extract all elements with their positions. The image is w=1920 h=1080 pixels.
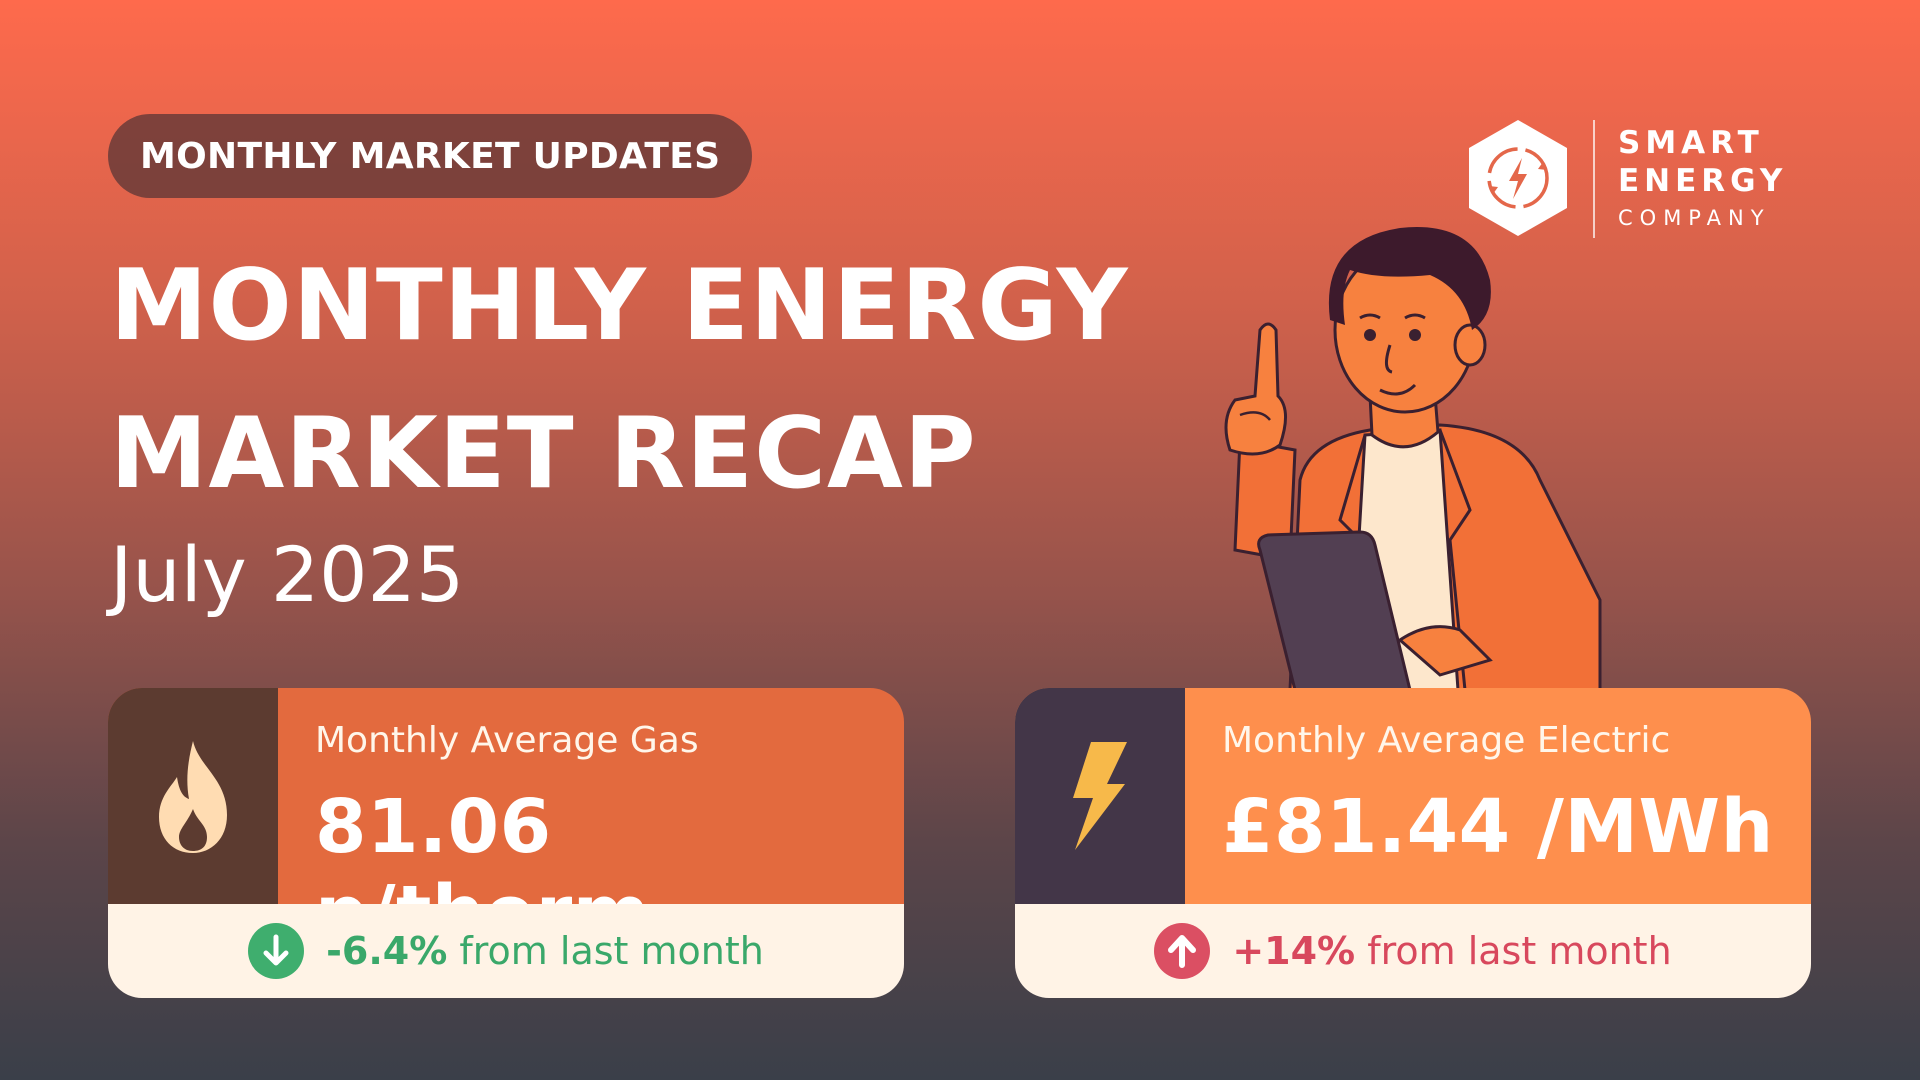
logo-line-energy: ENERGY bbox=[1618, 163, 1788, 199]
page-title-line1: MONTHLY ENERGY bbox=[110, 249, 1129, 363]
gas-icon-cell bbox=[108, 688, 278, 904]
page-title: MONTHLY ENERGY MARKET RECAP bbox=[110, 232, 1129, 528]
page-subtitle-date: July 2025 bbox=[110, 530, 465, 619]
electric-change-suffix: from last month bbox=[1355, 929, 1672, 973]
lightning-bolt-icon bbox=[1073, 742, 1127, 850]
gas-card-header: Monthly Average Gas 81.06 p/therm bbox=[108, 688, 904, 956]
logo-wordmark: SMART ENERGY COMPANY bbox=[1618, 124, 1787, 236]
gas-trend-row: -6.4% from last month bbox=[108, 904, 904, 998]
flame-icon bbox=[159, 741, 227, 853]
electric-icon-cell bbox=[1015, 688, 1185, 904]
gas-change-value: -6.4% bbox=[326, 929, 448, 973]
electric-price-card: Monthly Average Electric £81.44 /MWh +14… bbox=[1015, 688, 1811, 998]
lightning-hexagon-icon bbox=[1469, 120, 1567, 236]
electric-card-header: Monthly Average Electric £81.44 /MWh bbox=[1015, 688, 1811, 904]
logo-line-smart: SMART bbox=[1618, 125, 1764, 161]
gas-card-label: Monthly Average Gas bbox=[315, 720, 699, 761]
electric-trend-row: +14% from last month bbox=[1015, 904, 1811, 998]
logo-divider bbox=[1593, 120, 1595, 238]
category-pill: MONTHLY MARKET UPDATES bbox=[108, 114, 753, 198]
logo-line-company: COMPANY bbox=[1618, 206, 1771, 230]
page-title-line2: MARKET RECAP bbox=[110, 397, 977, 511]
electric-card-label: Monthly Average Electric bbox=[1222, 720, 1671, 761]
gas-price-card: Monthly Average Gas 81.06 p/therm -6.4% … bbox=[108, 688, 904, 998]
company-logo: SMART ENERGY COMPANY bbox=[1466, 118, 1811, 246]
electric-trend-text: +14% from last month bbox=[1232, 929, 1671, 973]
arrow-down-icon bbox=[248, 923, 305, 979]
electric-card-value: £81.44 /MWh bbox=[1222, 784, 1774, 870]
electric-change-value: +14% bbox=[1232, 929, 1356, 973]
gas-trend-text: -6.4% from last month bbox=[326, 929, 764, 973]
arrow-up-icon bbox=[1154, 923, 1211, 979]
gas-change-suffix: from last month bbox=[447, 929, 764, 973]
category-pill-label: MONTHLY MARKET UPDATES bbox=[140, 135, 721, 177]
presenter-illustration bbox=[1224, 227, 1602, 690]
